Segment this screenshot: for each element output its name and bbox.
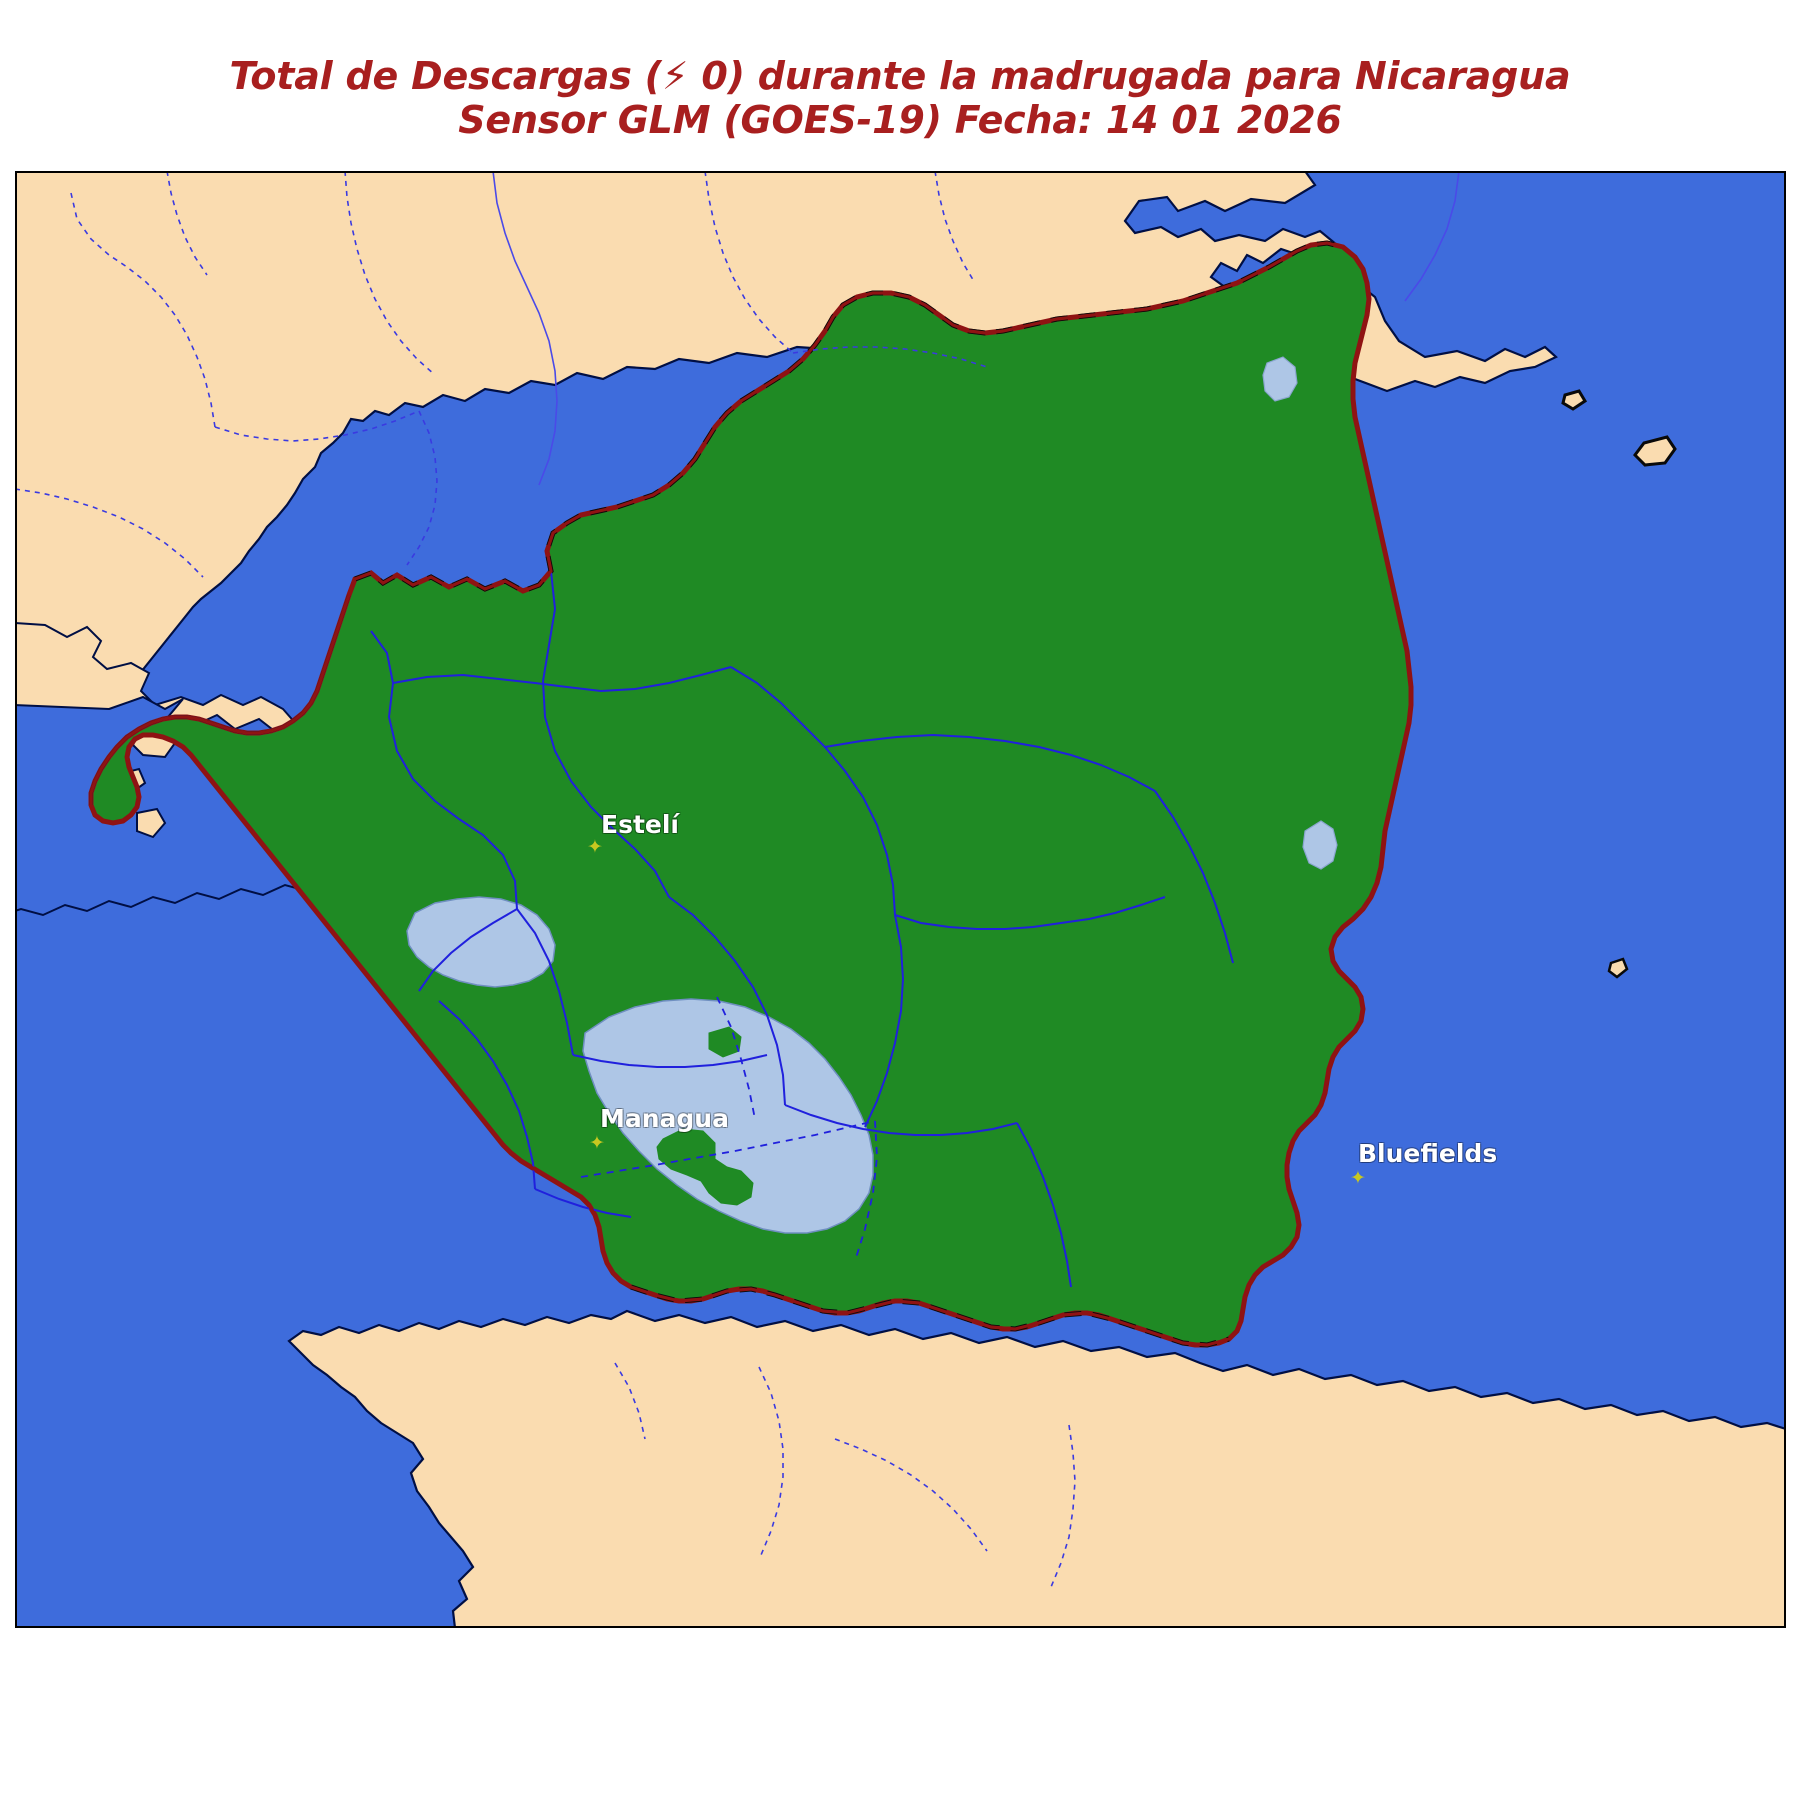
admin-borders-costa-rica [614,1362,1076,1588]
lagoon-pearl [1262,356,1298,402]
lake-nicaragua [582,998,874,1234]
title-line-2: Sensor GLM (GOES-19) Fecha: 14 01 2026 [458,98,1342,143]
lake-managua [406,896,556,988]
lagoon-bluefields-bay [1302,820,1338,870]
island-ometepe [656,1128,754,1206]
country-outline-accent [89,241,1413,1347]
rivers [492,173,1460,486]
nicaragua-map[interactable] [15,171,1786,1628]
map-frame[interactable]: ✦ Estelí ✦ Managua ✦ Bluefields [15,171,1786,1628]
island-small-cay [1607,957,1629,979]
island-little-corn [1561,389,1588,411]
page-title: Total de Descargas (⚡ 0) durante la madr… [0,54,1800,143]
land-costa-rica [287,1309,1784,1626]
admin-borders-nicaragua [370,570,1234,1288]
island-fonseca-4 [136,807,167,839]
island-great-corn [1633,435,1677,467]
title-line-1: Total de Descargas (⚡ 0) durante la madr… [229,54,1571,98]
admin-borders-lakes [580,996,878,1262]
admin-borders-honduras [17,173,988,578]
